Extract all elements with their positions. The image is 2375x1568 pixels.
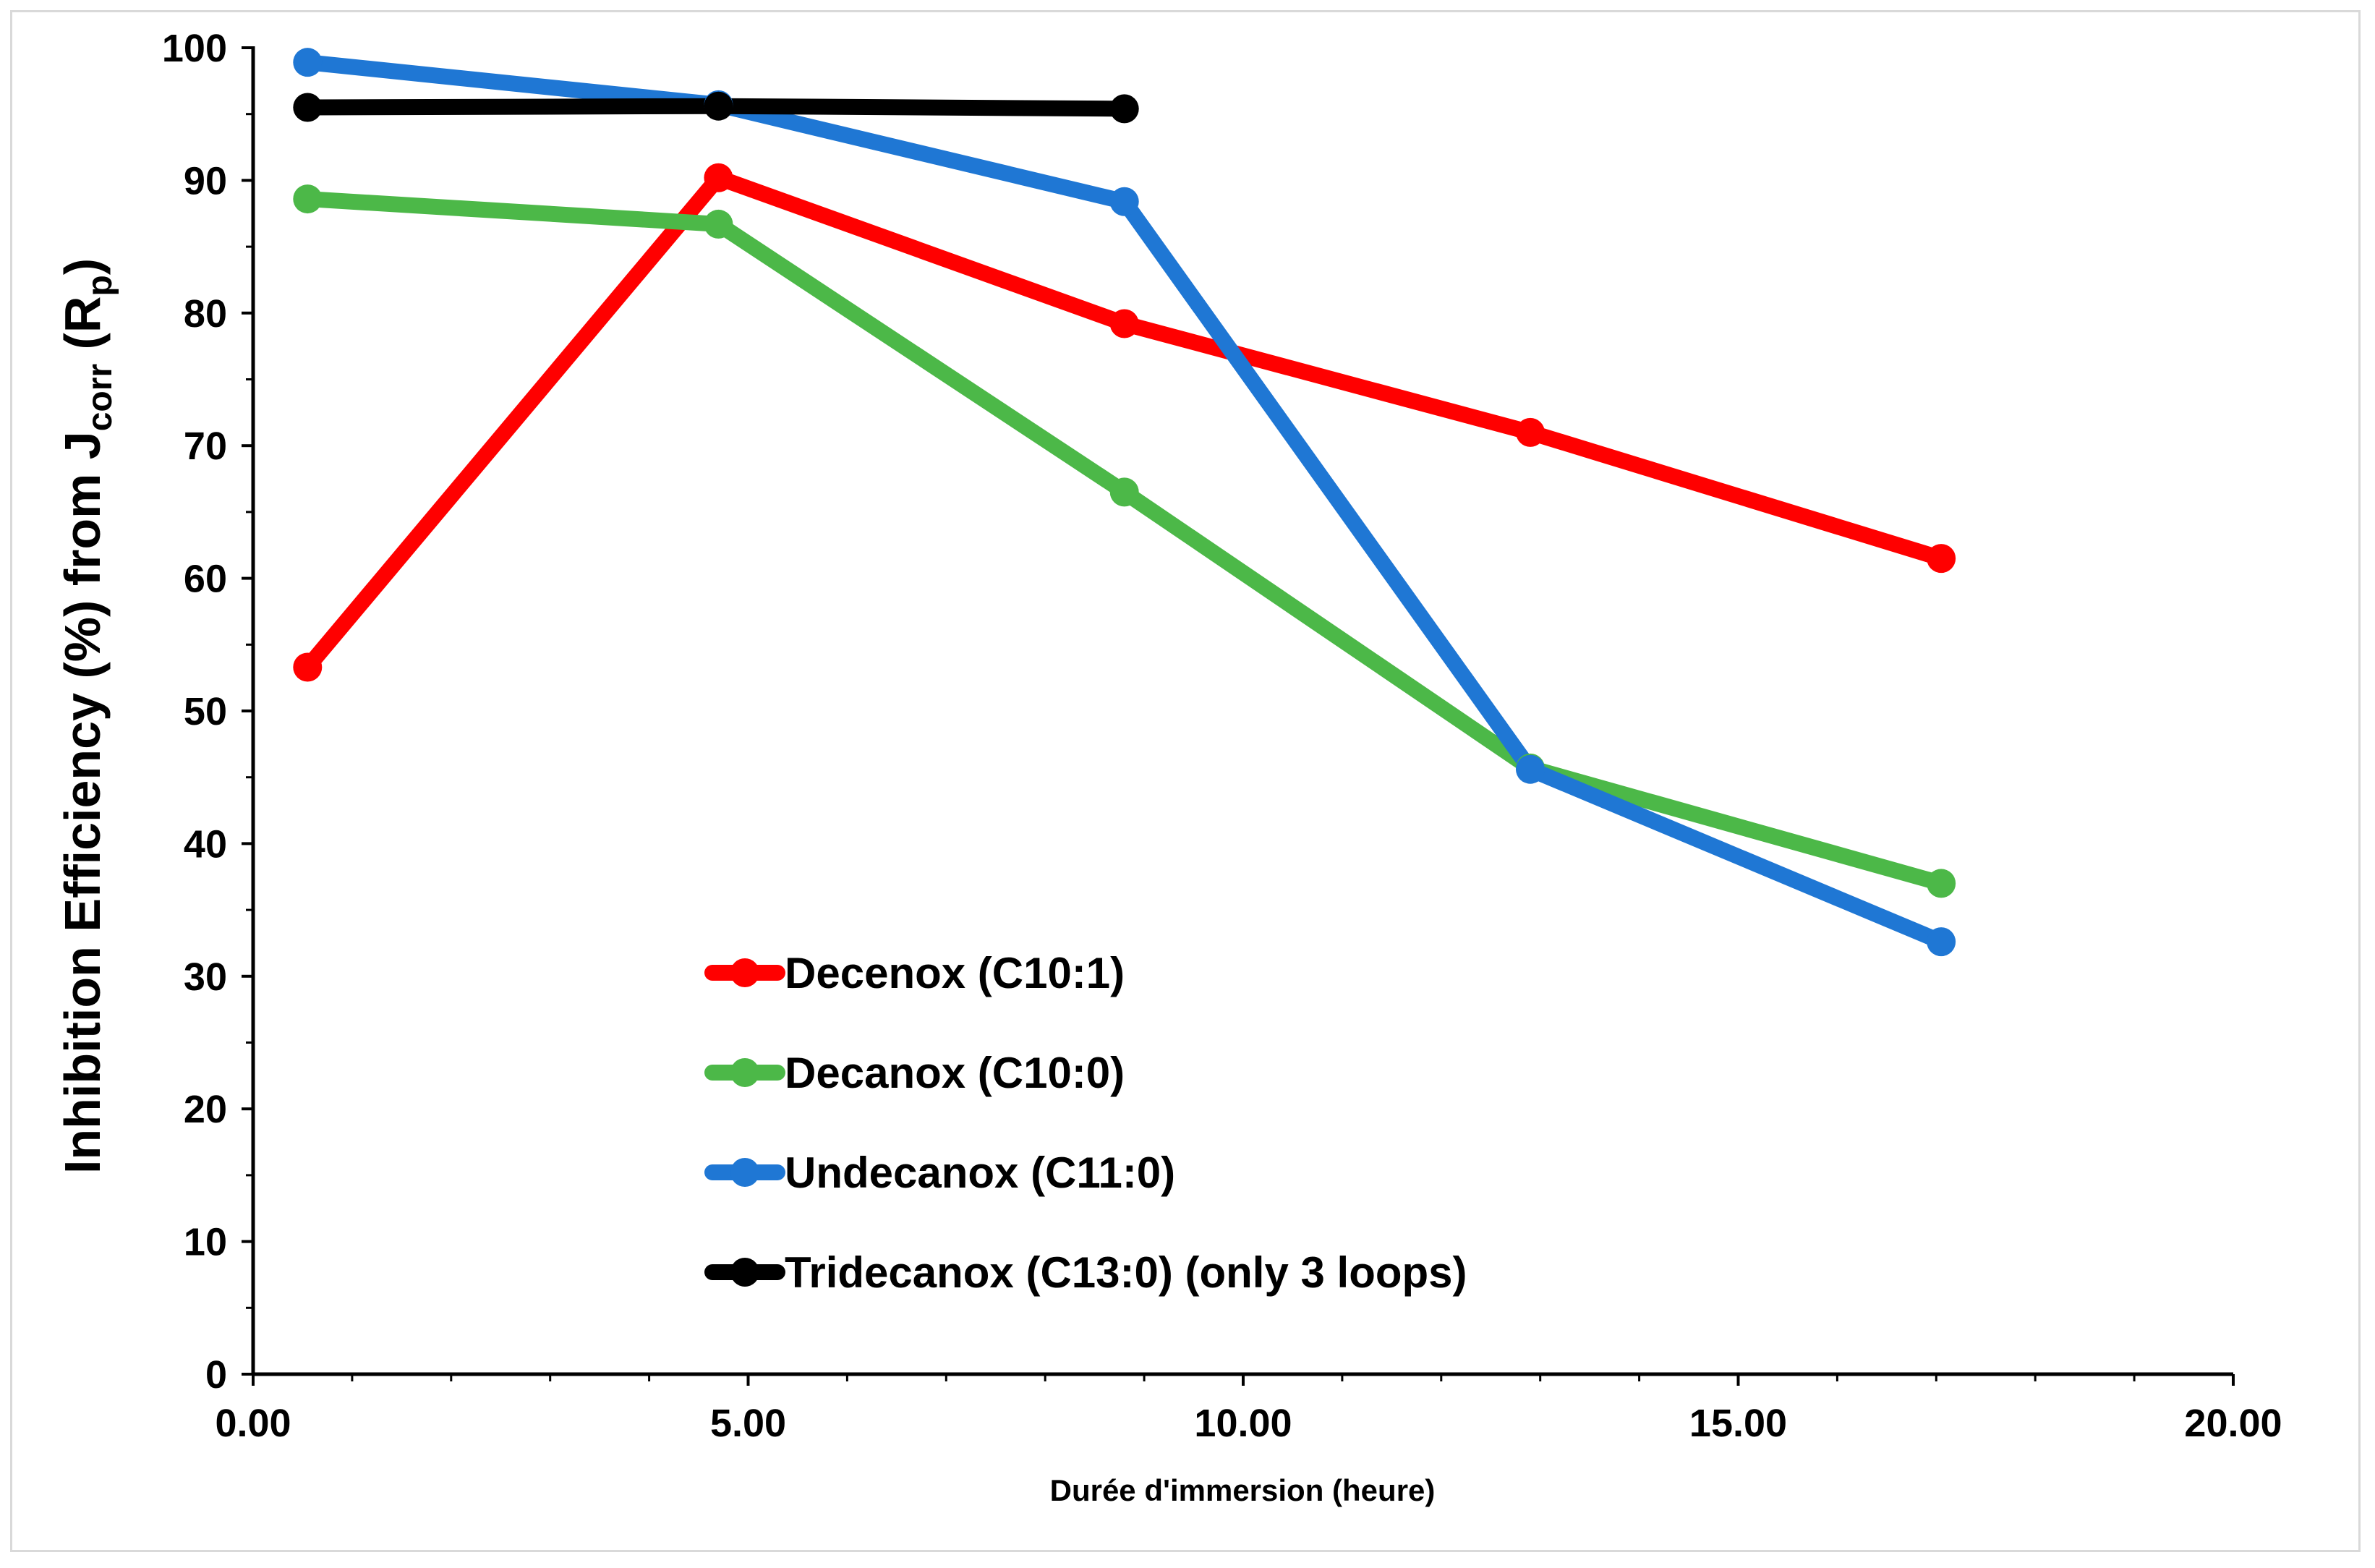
y-axis-title-end: ) (54, 258, 111, 275)
legend-swatch-marker (730, 958, 759, 987)
data-point (704, 209, 733, 239)
y-axis-title-sub2: p (81, 275, 119, 296)
legend-item: Decenox (C10:1) (704, 949, 1125, 997)
series-points (293, 48, 1956, 957)
legend-item: Tridecanox (C13:0) (only 3 loops) (704, 1248, 1467, 1297)
x-tick-label: 5.00 (710, 1402, 786, 1445)
x-tick-label: 15.00 (1689, 1402, 1787, 1445)
data-point (1109, 309, 1139, 338)
y-tick-label: 80 (184, 292, 227, 336)
data-point (704, 91, 733, 121)
data-point (1927, 869, 1956, 898)
x-tick-label: 20.00 (2184, 1402, 2282, 1445)
y-tick-label: 70 (184, 425, 227, 468)
x-tick-label: 10.00 (1194, 1402, 1292, 1445)
x-tick-label: 0.00 (215, 1402, 291, 1445)
series-line-1 (299, 191, 1950, 892)
data-point (1516, 417, 1545, 447)
legend: Decenox (C10:1) Decanox (C10:0) Undecanox … (704, 949, 1467, 1297)
y-tick-label: 50 (184, 690, 227, 733)
y-axis-title-mid: (R (54, 297, 111, 364)
y-axis-title: Inhibition Efficiency (%) from Jcorr (Rp… (54, 258, 119, 1174)
y-axis-title-sub1: corr (81, 364, 119, 431)
data-point (1109, 94, 1139, 124)
x-axis-title: Durée d'immersion (heure) (1050, 1473, 1436, 1507)
legend-item: Decanox (C10:0) (704, 1049, 1125, 1097)
data-point (1927, 927, 1956, 957)
data-point (1109, 477, 1139, 507)
data-point (293, 48, 323, 77)
legend-label: Decenox (C10:1) (785, 949, 1125, 997)
y-tick-label: 60 (184, 558, 227, 601)
legend-swatch-marker (730, 1058, 759, 1087)
data-point (704, 163, 733, 192)
series-line-0 (299, 169, 1950, 676)
legend-label: Undecanox (C11:0) (785, 1149, 1175, 1197)
x-ticks: 0.00 5.00 10.00 15.00 20.00 (215, 1374, 2282, 1445)
y-tick-label: 40 (184, 822, 227, 866)
legend-label: Tridecanox (C13:0) (only 3 loops) (785, 1248, 1467, 1297)
legend-label: Decanox (C10:0) (785, 1049, 1125, 1097)
data-point (1516, 754, 1545, 784)
data-point (1927, 544, 1956, 574)
axes (251, 46, 2233, 1376)
data-point (1109, 187, 1139, 216)
legend-swatch-marker (730, 1258, 759, 1287)
y-ticks: 0 10 20 30 40 50 60 70 80 90 100 (162, 27, 253, 1397)
y-tick-label: 30 (184, 955, 227, 999)
data-point (293, 652, 323, 682)
y-tick-label: 0 (205, 1353, 227, 1397)
y-tick-label: 20 (184, 1088, 227, 1131)
legend-swatch-marker (730, 1158, 759, 1187)
y-axis-title-main: Inhibition Efficiency (%) from J (54, 431, 111, 1174)
y-tick-label: 10 (184, 1221, 227, 1264)
y-tick-label: 100 (162, 27, 227, 70)
legend-item: Undecanox (C11:0) (704, 1149, 1175, 1197)
y-tick-label: 90 (184, 159, 227, 203)
data-point (293, 93, 323, 122)
data-point (293, 184, 323, 214)
chart-frame (10, 10, 2361, 1552)
